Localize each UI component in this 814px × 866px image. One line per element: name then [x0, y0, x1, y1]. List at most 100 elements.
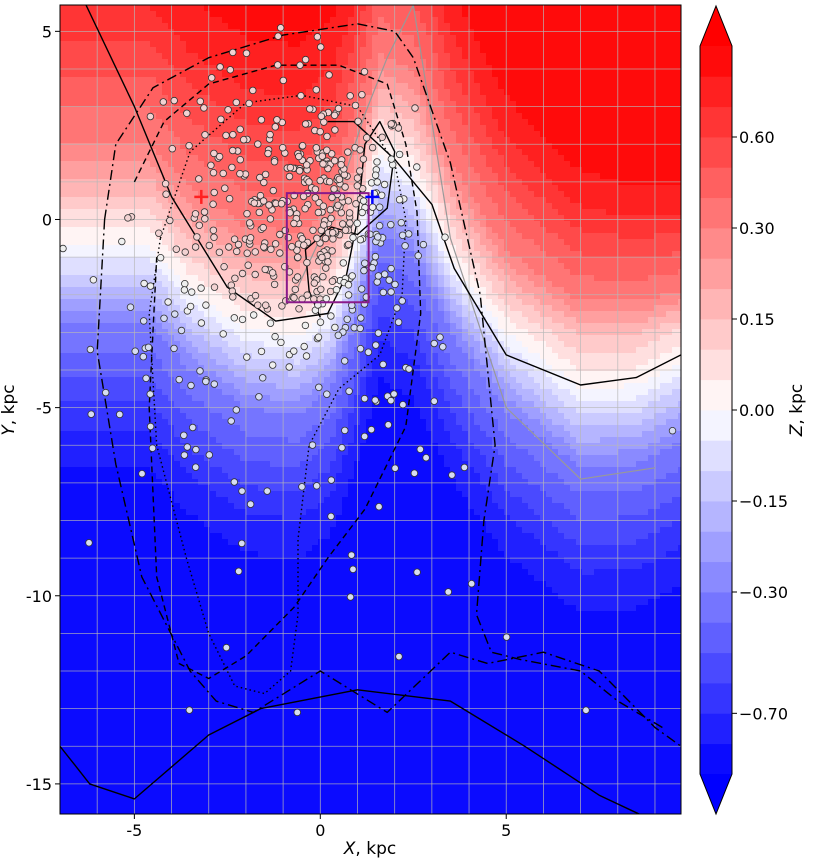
surface-cell	[234, 269, 241, 276]
surface-cell	[102, 161, 109, 168]
surface-cell	[678, 131, 681, 138]
surface-cell	[102, 191, 109, 198]
surface-cell	[654, 119, 661, 126]
surface-cell	[570, 77, 577, 84]
surface-cell	[246, 275, 253, 282]
surface-cell	[162, 173, 169, 180]
surface-cell	[480, 263, 487, 270]
surface-cell	[618, 29, 625, 36]
surface-cell	[66, 281, 73, 288]
surface-cell	[606, 149, 613, 156]
surface-cell	[666, 41, 673, 48]
surface-cell	[96, 107, 103, 114]
surface-cell	[372, 59, 379, 66]
surface-cell	[294, 161, 301, 168]
surface-cell	[420, 53, 427, 60]
surface-cell	[522, 233, 529, 240]
surface-cell	[426, 143, 433, 150]
surface-cell	[474, 215, 481, 222]
surface-cell	[618, 59, 625, 66]
surface-cell	[468, 83, 475, 90]
surface-cell	[642, 107, 649, 114]
surface-cell	[612, 173, 619, 180]
surface-cell	[648, 161, 655, 168]
surface-cell	[222, 11, 229, 18]
surface-cell	[462, 245, 469, 252]
surface-cell	[78, 107, 85, 114]
surface-cell	[612, 125, 619, 132]
surface-cell	[660, 11, 667, 18]
surface-cell	[102, 245, 109, 252]
surface-cell	[420, 107, 427, 114]
surface-cell	[66, 197, 73, 204]
surface-cell	[516, 167, 523, 174]
surface-cell	[444, 203, 451, 210]
surface-cell	[270, 23, 277, 30]
surface-cell	[198, 5, 205, 12]
surface-cell	[180, 197, 187, 204]
surface-cell	[618, 89, 625, 96]
surface-cell	[96, 5, 103, 12]
surface-cell	[216, 143, 223, 150]
surface-cell	[276, 221, 283, 228]
surface-cell	[558, 137, 565, 144]
surface-cell	[390, 173, 397, 180]
surface-cell	[282, 71, 289, 78]
surface-cell	[666, 5, 673, 12]
surface-cell	[570, 65, 577, 72]
surface-cell	[582, 137, 589, 144]
surface-cell	[204, 203, 211, 210]
surface-cell	[522, 197, 529, 204]
surface-cell	[570, 11, 577, 18]
surface-cell	[60, 137, 67, 144]
surface-cell	[438, 203, 445, 210]
surface-cell	[72, 215, 79, 222]
surface-cell	[138, 131, 145, 138]
surface-cell	[300, 125, 307, 132]
surface-cell	[96, 47, 103, 54]
surface-cell	[84, 59, 91, 66]
surface-cell	[528, 227, 535, 234]
surface-cell	[180, 41, 187, 48]
surface-cell	[138, 161, 145, 168]
surface-cell	[306, 221, 313, 228]
surface-cell	[198, 275, 205, 282]
surface-cell	[504, 95, 511, 102]
surface-cell	[624, 185, 631, 192]
surface-cell	[108, 221, 115, 228]
surface-cell	[576, 275, 583, 282]
surface-cell	[156, 275, 163, 282]
surface-cell	[678, 155, 681, 162]
surface-cell	[294, 107, 301, 114]
surface-cell	[318, 185, 325, 192]
surface-cell	[282, 95, 289, 102]
surface-cell	[456, 257, 463, 264]
surface-cell	[648, 209, 655, 216]
surface-cell	[174, 221, 181, 228]
surface-cell	[144, 53, 151, 60]
surface-cell	[654, 53, 661, 60]
surface-cell	[114, 5, 121, 12]
surface-cell	[660, 197, 667, 204]
surface-cell	[672, 251, 679, 258]
surface-cell	[234, 5, 241, 12]
surface-cell	[672, 149, 679, 156]
surface-cell	[90, 119, 97, 126]
surface-cell	[654, 131, 661, 138]
surface-cell	[564, 263, 571, 270]
surface-cell	[318, 245, 325, 252]
surface-cell	[378, 17, 385, 24]
surface-cell	[492, 59, 499, 66]
surface-cell	[144, 191, 151, 198]
surface-cell	[198, 119, 205, 126]
surface-cell	[90, 269, 97, 276]
surface-cell	[282, 29, 289, 36]
surface-cell	[138, 221, 145, 228]
surface-cell	[648, 77, 655, 84]
surface-cell	[324, 95, 331, 102]
surface-cell	[78, 149, 85, 156]
surface-cell	[78, 185, 85, 192]
surface-cell	[618, 167, 625, 174]
surface-cell	[456, 251, 463, 258]
surface-cell	[276, 257, 283, 264]
